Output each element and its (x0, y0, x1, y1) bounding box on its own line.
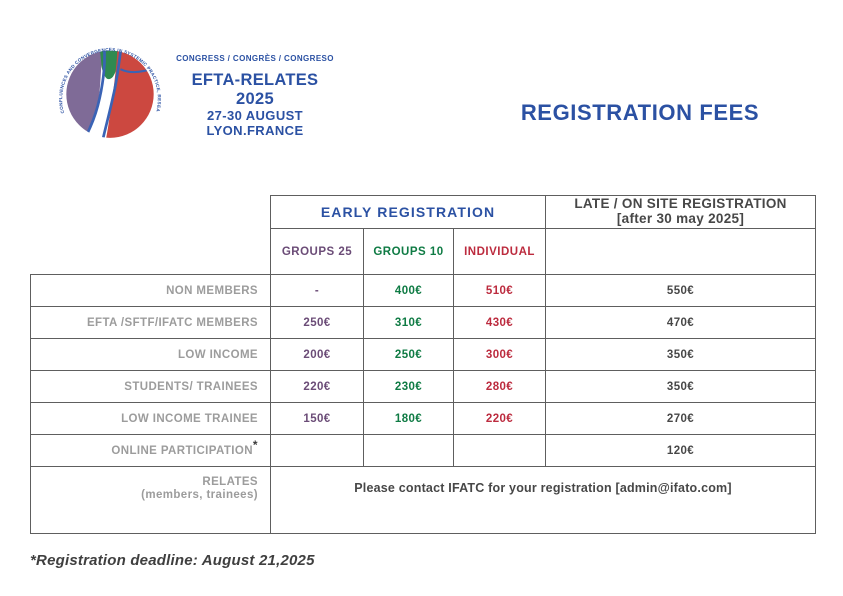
fee-cell-individual (453, 434, 546, 467)
registration-deadline-note: *Registration deadline: August 21,2025 (30, 552, 315, 569)
congress-tagline: CONGRESS / CONGRÈS / CONGRESO (176, 54, 334, 63)
corner-spacer (30, 195, 271, 229)
logo-river-rhone (101, 50, 123, 138)
fee-cell-individual: 280€ (453, 370, 546, 403)
row-label: EFTA /SFTF/IFATC MEMBERS (30, 306, 271, 339)
row-label: LOW INCOME TRAINEE (30, 402, 271, 435)
header-row-registration-type: EARLY REGISTRATION LATE / ON SITE REGIST… (30, 195, 816, 229)
congress-location: LYON.FRANCE (206, 122, 304, 138)
header-row-columns: GROUPS 25 GROUPS 10 INDIVIDUAL (30, 228, 816, 275)
page-title: REGISTRATION FEES (520, 100, 760, 125)
congress-name: EFTA-RELATES 2025 (191, 71, 319, 108)
fee-cell-groups25: 200€ (270, 338, 364, 371)
late-registration-header: LATE / ON SITE REGISTRATION [after 30 ma… (545, 195, 816, 229)
early-registration-header: EARLY REGISTRATION (270, 195, 546, 229)
late-header-line2: [after 30 may 2025] (616, 211, 745, 226)
fee-cell-groups10: 400€ (363, 274, 454, 307)
fee-cell-individual: 510€ (453, 274, 546, 307)
fee-cell-groups10 (363, 434, 454, 467)
row-label: LOW INCOME (30, 338, 271, 371)
congress-dates: 27-30 AUGUST (206, 108, 304, 123)
table-row-efta-members: EFTA /SFTF/IFATC MEMBERS 250€ 310€ 430€ … (30, 306, 816, 339)
col-header-groups10: GROUPS 10 (363, 228, 454, 275)
fee-cell-groups25 (270, 434, 364, 467)
logo-river-saone (82, 50, 106, 138)
footnote-asterisk: * (252, 437, 258, 452)
fee-cell-individual: 430€ (453, 306, 546, 339)
fee-cell-late: 270€ (545, 402, 816, 435)
fee-cell-late: 470€ (545, 306, 816, 339)
table-row-low-income: LOW INCOME 200€ 250€ 300€ 350€ (30, 338, 816, 371)
fee-cell-late: 550€ (545, 274, 816, 307)
fee-cell-groups10: 250€ (363, 338, 454, 371)
fee-cell-individual: 220€ (453, 402, 546, 435)
congress-logo: CONFLUENCES AND CONVERGENCES IN SYSTEMIC… (58, 38, 162, 138)
col-header-groups25: GROUPS 25 (270, 228, 364, 275)
fee-cell-groups25: 150€ (270, 402, 364, 435)
row-label: ONLINE PARTICIPATION* (30, 434, 271, 467)
late-header-line1: LATE / ON SITE REGISTRATION (574, 196, 787, 212)
corner-spacer (30, 228, 271, 275)
relates-contact-message: Please contact IFATC for your registrati… (270, 466, 816, 534)
table-row-low-income-trainee: LOW INCOME TRAINEE 150€ 180€ 220€ 270€ (30, 402, 816, 435)
table-row-relates: RELATES (members, trainees) Please conta… (30, 466, 816, 534)
fee-cell-late: 120€ (545, 434, 816, 467)
row-label: RELATES (members, trainees) (30, 466, 271, 534)
row-label-text: ONLINE PARTICIPATION (111, 444, 253, 457)
table-row-online-participation: ONLINE PARTICIPATION* 120€ (30, 434, 816, 467)
row-label: STUDENTS/ TRAINEES (30, 370, 271, 403)
row-label: NON MEMBERS (30, 274, 271, 307)
fees-table: EARLY REGISTRATION LATE / ON SITE REGIST… (30, 195, 816, 534)
fee-cell-groups25: - (270, 274, 364, 307)
relates-label-line1: RELATES (202, 476, 258, 488)
fee-cell-late: 350€ (545, 370, 816, 403)
fee-cell-groups10: 230€ (363, 370, 454, 403)
logo-map (66, 50, 154, 138)
fee-cell-groups10: 180€ (363, 402, 454, 435)
table-row-non-members: NON MEMBERS - 400€ 510€ 550€ (30, 274, 816, 307)
congress-title-block: CONGRESS / CONGRÈS / CONGRESO EFTA-RELAT… (172, 54, 338, 138)
fee-cell-groups25: 220€ (270, 370, 364, 403)
fee-cell-individual: 300€ (453, 338, 546, 371)
col-header-individual: INDIVIDUAL (453, 228, 546, 275)
relates-label-line2: (members, trainees) (141, 489, 258, 502)
late-header-empty-cell (545, 228, 816, 275)
fee-cell-groups10: 310€ (363, 306, 454, 339)
fee-cell-groups25: 250€ (270, 306, 364, 339)
fee-cell-late: 350€ (545, 338, 816, 371)
table-row-students-trainees: STUDENTS/ TRAINEES 220€ 230€ 280€ 350€ (30, 370, 816, 403)
